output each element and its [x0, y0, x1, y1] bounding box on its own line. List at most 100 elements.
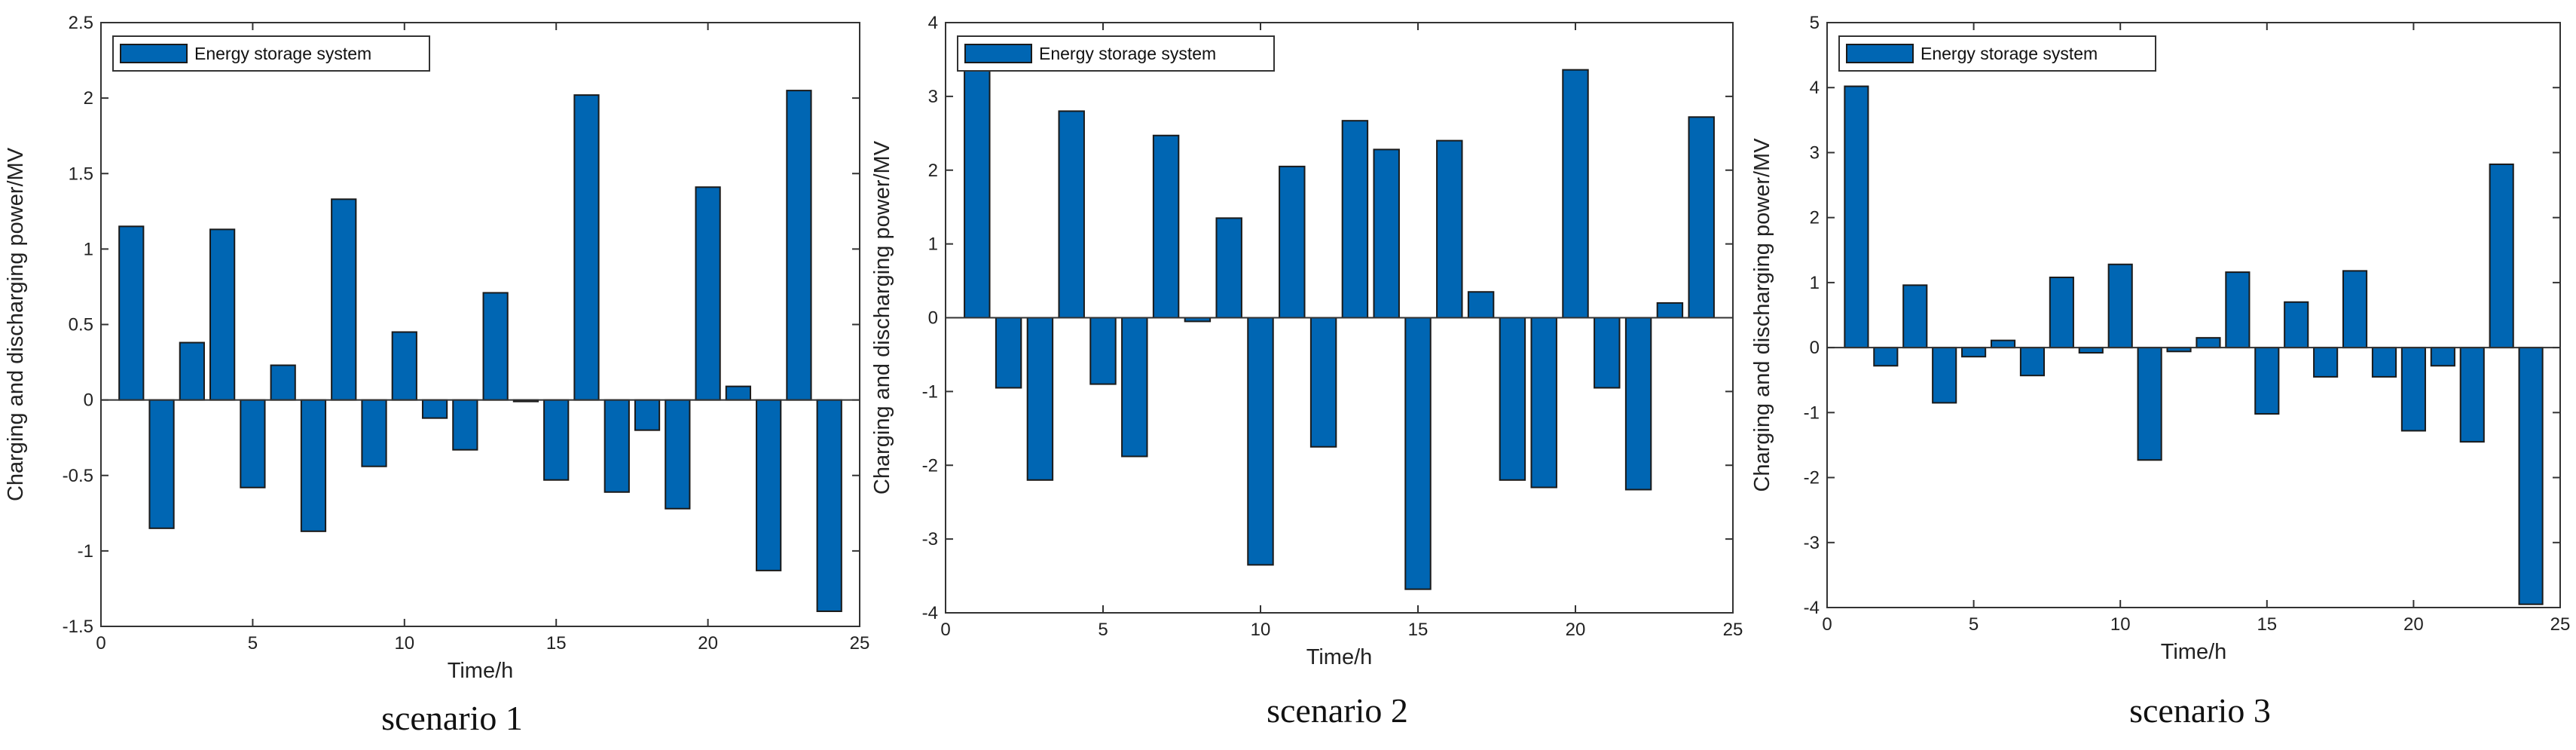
bar-hour-19 [665, 399, 691, 510]
chart-scenario-3: -4 -3 -2 -1 0 1 2 3 4 5 0 5 10 15 20 25 Energy storage s… [1750, 13, 2570, 730]
bar-hour-5 [240, 399, 266, 488]
bar-hour-15 [543, 399, 570, 481]
bar-hour-22 [2459, 347, 2485, 443]
bar-hour-24 [816, 399, 842, 612]
bar-hour-18 [2342, 270, 2368, 349]
x-tick-label: 10 [2110, 614, 2131, 635]
bar-hour-1 [964, 44, 991, 319]
bar-hour-20 [695, 186, 721, 401]
y-tick-label: 0 [1810, 338, 1820, 358]
bar-hour-16 [2284, 301, 2309, 349]
bar-hour-23 [786, 90, 812, 401]
bar-hour-13 [482, 292, 509, 401]
bar-hour-1 [118, 225, 145, 401]
bar-hour-6 [270, 364, 296, 401]
bar-hour-4 [1932, 347, 1957, 404]
x-tick-label: 25 [850, 633, 870, 654]
bar-hour-17 [2313, 347, 2339, 378]
bar-hour-3 [1902, 284, 1928, 349]
bar-hour-24 [2518, 347, 2544, 605]
chart-scenario-2: -4 -3 -2 -1 0 1 2 3 4 0 5 10 15 20 25 Energy storage sy… [870, 13, 1743, 730]
y-tick-label: 3 [928, 87, 938, 107]
bar-hour-13 [1341, 120, 1369, 319]
y-tick-label: 0 [928, 308, 938, 329]
bar-hour-13 [2196, 337, 2221, 349]
bar-hour-5 [1089, 317, 1117, 385]
y-tick-label: -2 [1804, 468, 1820, 488]
x-tick-label: 5 [1969, 614, 1979, 635]
y-tick-label: -3 [922, 529, 938, 549]
y-tick-label: 1 [84, 239, 93, 259]
y-tick-label: -1 [78, 541, 93, 562]
legend-swatch [964, 44, 1032, 63]
y-tick-label: 4 [1810, 78, 1820, 98]
bar-hour-18 [634, 399, 661, 431]
legend-label: Energy storage system [194, 44, 371, 63]
bar-hour-11 [421, 399, 448, 419]
y-axis-label: Charging and discharging power/MV [870, 140, 894, 494]
x-tick-label: 15 [546, 633, 567, 654]
chart-scenario-1: -1.5 -1 -0.5 0 0.5 1 1.5 2 2.5 0 5 10 15 20 25 Energy s… [4, 13, 869, 737]
bar-hour-23 [1656, 302, 1684, 319]
y-tick-label: 2 [1810, 208, 1820, 228]
y-tick-label: -3 [1804, 533, 1820, 553]
bar-hour-10 [391, 331, 417, 401]
x-axis-label: Time/h [1306, 645, 1373, 669]
bar-hour-2 [148, 399, 175, 529]
x-tick-label: 15 [2257, 614, 2277, 635]
y-axis-label: Charging and discharging power/MV [1750, 138, 1774, 492]
bar-hour-11 [2137, 347, 2162, 461]
y-tick-label: -4 [922, 603, 938, 623]
bar-hour-6 [1990, 339, 2016, 349]
y-tick-label: 5 [1810, 13, 1820, 33]
x-tick-label: 0 [96, 633, 105, 654]
bar-hour-6 [1121, 317, 1148, 458]
bar-hour-24 [1688, 116, 1715, 319]
legend-label: Energy storage system [1039, 44, 1216, 63]
scenario-caption: scenario 2 [1267, 691, 1408, 730]
x-axis-label: Time/h [448, 659, 514, 683]
bar-hour-7 [1152, 134, 1180, 319]
legend-swatch [120, 44, 188, 63]
bar-hour-3 [179, 341, 205, 401]
bar-hour-21 [1594, 317, 1621, 389]
x-tick-label: 5 [248, 633, 258, 654]
bar-hour-12 [1309, 317, 1337, 448]
bar-hour-16 [1436, 139, 1463, 319]
bar-hour-21 [725, 385, 751, 401]
y-tick-label: -0.5 [63, 466, 93, 486]
x-tick-label: 20 [698, 633, 718, 654]
y-tick-label: -1.5 [63, 617, 93, 637]
scenario-caption: scenario 3 [2129, 691, 2271, 730]
x-tick-label: 25 [2550, 614, 2571, 635]
bar-hour-19 [2371, 347, 2397, 378]
bar-hour-14 [2225, 271, 2251, 349]
bar-hour-16 [573, 94, 600, 401]
bar-hour-7 [2019, 347, 2046, 377]
bar-hour-4 [209, 228, 236, 401]
bar-hour-7 [300, 399, 327, 532]
x-tick-label: 25 [1723, 620, 1743, 640]
bar-hour-1 [1844, 85, 1869, 349]
bar-hour-9 [361, 399, 387, 467]
bar-hour-15 [2254, 347, 2280, 415]
y-tick-label: -1 [1804, 403, 1820, 423]
bar-hour-23 [2489, 163, 2514, 349]
bar-hour-15 [1404, 317, 1432, 590]
y-tick-label: 2 [84, 88, 93, 109]
y-axis-label: Charging and discharging power/MV [4, 147, 28, 501]
legend-swatch [1846, 44, 1914, 63]
bar-hour-3 [1026, 317, 1054, 481]
plot-frame [1826, 22, 2561, 608]
y-tick-label: 1 [1810, 273, 1820, 293]
x-tick-label: 20 [1566, 620, 1586, 640]
bar-hour-10 [1247, 317, 1274, 566]
x-tick-label: 0 [940, 620, 950, 640]
bar-hour-22 [1624, 317, 1652, 491]
bar-hour-9 [1215, 217, 1242, 319]
y-tick-label: 3 [1810, 142, 1820, 163]
y-tick-label: 0 [84, 390, 93, 411]
x-tick-label: 15 [1408, 620, 1429, 640]
bar-hour-19 [1530, 317, 1557, 488]
bar-hour-18 [1499, 317, 1526, 481]
